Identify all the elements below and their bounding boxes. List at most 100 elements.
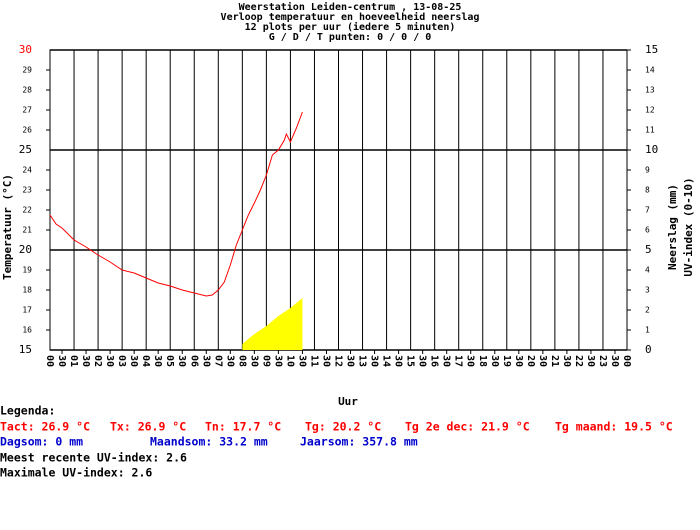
legend-heading: Legenda: — [0, 404, 55, 418]
x-tick-label: 30 — [585, 355, 596, 367]
y-axis-label: Temperatuur (°C) — [1, 174, 14, 280]
y2-tick-label: 12 — [645, 106, 655, 115]
x-tick-label: 30 — [224, 355, 235, 367]
x-tick-label: 20 — [525, 355, 536, 367]
chart-title: Weerstation Leiden-centrum , 13-08-25 — [239, 1, 462, 13]
x-axis-label: Uur — [338, 395, 358, 408]
x-tick-label: 30 — [369, 355, 380, 367]
y2-tick-label: 8 — [645, 186, 650, 195]
legend-temp: Tg: 20.2 °C — [305, 420, 381, 434]
x-tick-label: 16 — [429, 355, 440, 367]
y-tick-label: 23 — [22, 186, 32, 195]
legend-temp: Tx: 26.9 °C — [110, 420, 186, 434]
y2-tick-label: 6 — [645, 226, 650, 235]
x-tick-label: 21 — [549, 355, 560, 367]
y2-tick-label: 7 — [645, 206, 650, 215]
x-tick-label: 07 — [212, 355, 223, 367]
y-tick-label: 16 — [22, 326, 32, 335]
y-tick-label: 22 — [22, 206, 32, 215]
x-tick-label: 05 — [164, 355, 175, 367]
x-tick-label: 18 — [477, 355, 488, 367]
y2-tick-label: 15 — [645, 43, 658, 56]
y2-axis-label: UV-index (0-10) — [682, 177, 695, 276]
y2-tick-label: 1 — [645, 326, 650, 335]
x-tick-label: 30 — [609, 355, 620, 367]
x-tick-label: 09 — [260, 355, 271, 367]
y-tick-label: 15 — [19, 343, 32, 356]
x-tick-label: 06 — [188, 355, 199, 367]
subtitle: Verloop temperatuur en hoeveelheid neers… — [221, 11, 480, 23]
y2-tick-label: 3 — [645, 286, 650, 295]
y-tick-label: 24 — [22, 166, 32, 175]
y-tick-label: 18 — [22, 286, 32, 295]
y2-tick-label: 9 — [645, 166, 650, 175]
y-tick-label: 26 — [22, 126, 32, 135]
x-tick-label: 02 — [92, 355, 103, 367]
y-tick-label: 21 — [22, 226, 32, 235]
x-tick-label: 17 — [453, 355, 464, 367]
legend-temp: Tact: 26.9 °C — [0, 420, 90, 434]
x-tick-label: 00 — [621, 355, 632, 367]
x-tick-label: 30 — [441, 355, 452, 367]
x-tick-label: 30 — [417, 355, 428, 367]
y2-tick-label: 11 — [645, 126, 655, 135]
y2-tick-label: 13 — [645, 86, 655, 95]
y2-tick-label: 14 — [645, 66, 655, 75]
legend-rain: Jaarsom: 357.8 mm — [300, 435, 418, 449]
y2-axis-label: Neerslag (mm) — [666, 184, 679, 270]
x-tick-label: 30 — [537, 355, 548, 367]
x-tick-label: 30 — [176, 355, 187, 367]
x-tick-label: 10 — [284, 355, 295, 367]
subtitle: 12 plots per uur (iedere 5 minuten) — [245, 21, 456, 33]
x-tick-label: 30 — [104, 355, 115, 367]
uv-area — [242, 298, 303, 350]
y2-tick-label: 0 — [645, 343, 652, 356]
y2-tick-label: 2 — [645, 306, 650, 315]
x-tick-label: 15 — [405, 355, 416, 367]
y-tick-label: 17 — [22, 306, 32, 315]
legend-rain: Maandsom: 33.2 mm — [150, 435, 268, 449]
x-tick-label: 30 — [489, 355, 500, 367]
x-tick-label: 01 — [68, 355, 79, 367]
y-tick-label: 30 — [19, 43, 32, 56]
legend-temp: Tg maand: 19.5 °C — [555, 420, 673, 434]
x-tick-label: 30 — [465, 355, 476, 367]
x-tick-label: 30 — [561, 355, 572, 367]
x-tick-label: 11 — [308, 355, 319, 367]
x-tick-label: 30 — [272, 355, 283, 367]
x-tick-label: 14 — [381, 355, 392, 367]
legend-uv: Meest recente UV-index: 2.6 — [0, 451, 187, 465]
x-tick-label: 30 — [393, 355, 404, 367]
y2-tick-label: 4 — [645, 266, 650, 275]
subtitle: G / D / T punten: 0 / 0 / 0 — [269, 32, 432, 43]
y-tick-label: 25 — [19, 143, 32, 156]
x-tick-label: 30 — [345, 355, 356, 367]
y-tick-label: 20 — [19, 243, 32, 256]
x-tick-label: 30 — [248, 355, 259, 367]
x-tick-label: 03 — [116, 355, 127, 367]
y-tick-label: 28 — [22, 86, 32, 95]
x-tick-label: 30 — [152, 355, 163, 367]
legend-uv: Maximale UV-index: 2.6 — [0, 466, 152, 480]
x-tick-label: 22 — [573, 355, 584, 367]
temperature-line — [49, 111, 303, 297]
x-tick-label: 30 — [80, 355, 91, 367]
x-tick-label: 00 — [44, 355, 55, 367]
y-tick-label: 27 — [22, 106, 32, 115]
legend-rain: Dagsom: 0 mm — [0, 435, 83, 449]
x-tick-label: 30 — [296, 355, 307, 367]
x-tick-label: 30 — [200, 355, 211, 367]
y-tick-label: 19 — [22, 266, 32, 275]
y-tick-label: 29 — [22, 66, 32, 75]
x-tick-label: 30 — [128, 355, 139, 367]
x-tick-label: 04 — [140, 355, 151, 367]
x-tick-label: 30 — [320, 355, 331, 367]
x-tick-label: 23 — [597, 355, 608, 367]
x-tick-label: 30 — [513, 355, 524, 367]
x-tick-label: 30 — [56, 355, 67, 367]
x-tick-label: 19 — [501, 355, 512, 367]
y2-tick-label: 5 — [645, 243, 652, 256]
x-tick-label: 08 — [236, 355, 247, 367]
x-tick-label: 12 — [333, 355, 344, 367]
